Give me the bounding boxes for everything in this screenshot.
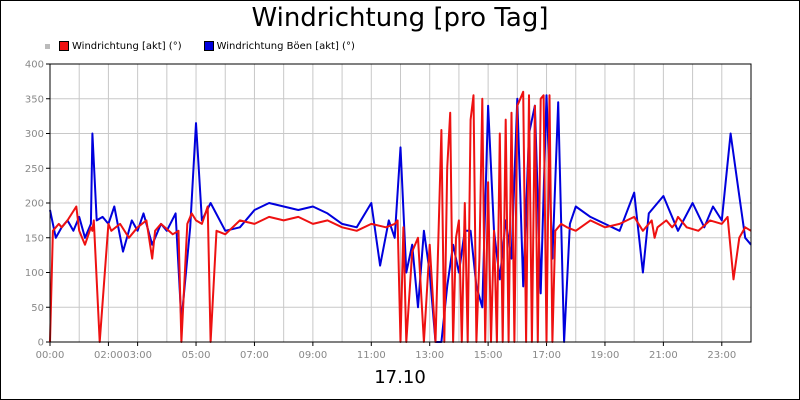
x-tick-label: 13:00	[415, 350, 444, 361]
legend-label-series-1: Windrichtung [akt] (°)	[72, 40, 182, 52]
x-axis-date-label: 17.10	[374, 367, 426, 388]
x-tick-label: 21:00	[649, 350, 678, 361]
x-tick-label: 05:00	[182, 350, 211, 361]
y-tick-label: 100	[25, 268, 44, 279]
y-tick-label: 350	[25, 94, 44, 105]
x-tick-label: 23:00	[707, 350, 736, 361]
x-tick-label: 15:00	[474, 350, 503, 361]
legend: Windrichtung [akt] (°) Windrichtung Böen…	[45, 39, 377, 53]
x-tick-label: 07:00	[240, 350, 269, 361]
x-tick-label: 02:00	[94, 350, 123, 361]
legend-item-series-1: Windrichtung [akt] (°)	[59, 41, 182, 52]
series-line-1	[49, 90, 752, 343]
x-tick-label: 17:00	[532, 350, 561, 361]
y-tick-label: 50	[31, 303, 44, 314]
y-tick-label: 300	[25, 129, 44, 140]
legend-item-series-2: Windrichtung Böen [akt] (°)	[203, 40, 355, 52]
y-tick-label: 250	[25, 164, 44, 175]
legend-label-series-2: Windrichtung Böen [akt] (°)	[216, 40, 355, 52]
y-tick-label: 400	[25, 60, 44, 71]
x-tick-label: 19:00	[591, 350, 620, 361]
legend-swatch-series-1	[59, 41, 69, 51]
y-tick-label: 200	[25, 199, 44, 210]
x-tick-label: 09:00	[298, 350, 327, 361]
legend-bullet-icon	[45, 43, 50, 49]
x-tick-label: 03:00	[123, 350, 152, 361]
plot-border	[49, 63, 752, 343]
chart-title: Windrichtung [pro Tag]	[251, 3, 549, 33]
series-line-2	[49, 94, 752, 343]
x-tick-label: 11:00	[357, 350, 386, 361]
y-tick-label: 0	[38, 338, 44, 349]
legend-swatch-series-2	[203, 41, 214, 51]
y-tick-label: 150	[25, 233, 44, 244]
x-tick-label: 00:00	[36, 350, 65, 361]
